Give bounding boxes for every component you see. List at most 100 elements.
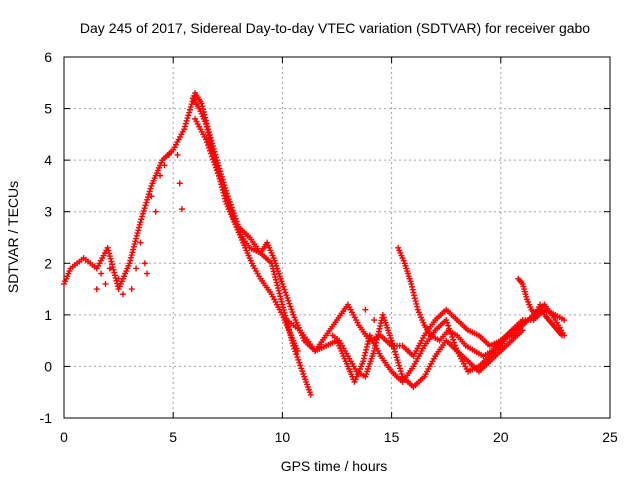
- data-point: [286, 300, 293, 307]
- data-point: [275, 285, 282, 292]
- data-point: [413, 300, 420, 307]
- data-point: [231, 218, 238, 225]
- data-point: [296, 359, 303, 366]
- data-point: [205, 144, 212, 151]
- data-point: [408, 280, 415, 287]
- data-point: [220, 187, 227, 194]
- data-point: [203, 139, 210, 146]
- data-point: [143, 199, 150, 206]
- data-point: [210, 159, 217, 166]
- data-point: [217, 178, 224, 185]
- data-point: [106, 253, 113, 260]
- data-point: [360, 358, 367, 365]
- series-track-e: [395, 244, 526, 360]
- data-point: [209, 156, 216, 163]
- ticks: [63, 56, 611, 419]
- data-point: [128, 252, 135, 259]
- data-point: [106, 265, 113, 272]
- data-point: [213, 167, 220, 174]
- series-track-g: [515, 275, 565, 339]
- y-tick-label: -1: [40, 410, 53, 426]
- data-point: [389, 340, 396, 347]
- data-point: [279, 280, 286, 287]
- data-point: [284, 294, 291, 301]
- data-point: [202, 121, 209, 128]
- data-point: [412, 298, 419, 305]
- data-point: [398, 370, 405, 377]
- data-point: [282, 289, 289, 296]
- data-point: [119, 291, 126, 298]
- data-point: [223, 195, 230, 202]
- data-point: [366, 332, 373, 339]
- x-tick-label: 25: [602, 429, 618, 445]
- data-point: [139, 213, 146, 220]
- data-point: [157, 172, 164, 179]
- y-tick-label: 1: [44, 307, 52, 323]
- data-point: [397, 368, 404, 375]
- data-point: [142, 202, 149, 209]
- data-point: [226, 204, 233, 211]
- x-tick-label: 0: [60, 429, 68, 445]
- data-point: [93, 286, 100, 293]
- data-point: [141, 260, 148, 267]
- data-point: [141, 205, 148, 212]
- data-point: [106, 250, 113, 257]
- data-point: [364, 341, 371, 348]
- data-point: [130, 243, 137, 250]
- data-point: [188, 101, 195, 108]
- data-point: [132, 238, 139, 245]
- data-point: [277, 296, 284, 303]
- plot-frame: [63, 56, 611, 419]
- data-point: [451, 339, 458, 346]
- x-tick-label: 15: [384, 429, 400, 445]
- data-point: [281, 286, 288, 293]
- data-point: [136, 221, 143, 228]
- y-tick-label: 4: [44, 152, 52, 168]
- data-point: [205, 132, 212, 139]
- series-track-f: [329, 311, 526, 391]
- y-tick-label: 0: [44, 358, 52, 374]
- data-point: [233, 223, 240, 230]
- data-point: [184, 115, 191, 122]
- data-point: [279, 301, 286, 308]
- data-point: [361, 352, 368, 359]
- data-point: [207, 150, 214, 157]
- data-point: [208, 141, 215, 148]
- data-point: [219, 184, 226, 191]
- data-point: [148, 193, 155, 200]
- data-point: [395, 359, 402, 366]
- data-point: [214, 170, 221, 177]
- data-point: [144, 196, 151, 203]
- data-point: [360, 355, 367, 362]
- grid: [64, 57, 610, 418]
- data-point: [224, 198, 231, 205]
- data-point: [394, 357, 401, 364]
- data-point: [221, 189, 228, 196]
- data-point: [111, 269, 118, 276]
- data-point: [211, 161, 218, 168]
- data-point: [105, 247, 112, 254]
- data-point: [126, 260, 133, 267]
- data-point: [183, 117, 190, 124]
- data-point: [443, 317, 450, 324]
- data-point: [207, 138, 214, 145]
- data-point: [287, 303, 294, 310]
- data-point: [408, 283, 415, 290]
- data-point: [285, 297, 292, 304]
- chart-title: Day 245 of 2017, Sidereal Day-to-day VTE…: [80, 20, 590, 36]
- data-point: [109, 261, 116, 268]
- data-point: [272, 276, 279, 283]
- data-point: [102, 280, 109, 287]
- x-tick-label: 10: [275, 429, 291, 445]
- data-point: [388, 337, 395, 344]
- data-point: [299, 368, 306, 375]
- data-point: [133, 235, 140, 242]
- y-tick-label: 3: [44, 204, 52, 220]
- data-point: [289, 309, 296, 316]
- x-tick-labels: 0 5 10 15 20 25: [60, 429, 618, 445]
- data-point: [363, 346, 370, 353]
- data-point: [212, 164, 219, 171]
- data-point: [130, 246, 137, 253]
- data-point: [228, 209, 235, 216]
